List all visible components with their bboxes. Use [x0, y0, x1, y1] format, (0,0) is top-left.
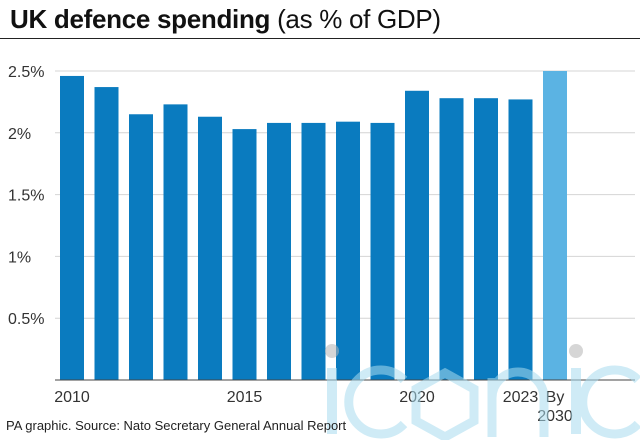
chart-title-sub: (as % of GDP)	[277, 4, 441, 34]
watermark-letter-c	[578, 365, 640, 439]
x-tick-label: 2015	[227, 389, 263, 406]
bar	[370, 122, 395, 381]
y-tick-label: 1.5%	[8, 188, 44, 205]
watermark-letter-c	[344, 365, 408, 439]
bar	[301, 122, 326, 381]
bar	[94, 87, 119, 381]
source-note: PA graphic. Source: Nato Secretary Gener…	[6, 418, 347, 433]
bar	[267, 122, 291, 381]
bar-projected	[543, 71, 567, 380]
watermark-dot	[569, 344, 583, 358]
bar	[336, 121, 360, 381]
bar	[129, 114, 153, 380]
x-tick-label: By	[546, 389, 565, 406]
y-tick-label: 1%	[8, 249, 31, 266]
chart-title-main: UK defence spending	[10, 4, 271, 34]
bar	[163, 104, 188, 380]
watermark-dot	[325, 344, 339, 358]
bars	[60, 71, 567, 381]
bar	[405, 90, 429, 380]
bar	[198, 116, 222, 381]
title-divider	[0, 38, 640, 39]
bar	[474, 98, 498, 380]
watermark-letter-n	[487, 367, 549, 437]
bar	[508, 99, 533, 380]
y-tick-label: 0.5%	[8, 311, 44, 328]
chart-title: UK defence spending (as % of GDP)	[10, 2, 441, 36]
watermark-letter-i	[571, 368, 581, 434]
y-tick-label: 2.5%	[8, 64, 44, 81]
bar	[60, 75, 84, 380]
watermark	[325, 344, 640, 440]
watermark-letter-o	[411, 367, 479, 440]
x-tick-label: 2010	[54, 389, 90, 406]
y-tick-label: 2%	[8, 126, 31, 143]
bar	[232, 129, 257, 380]
bar	[439, 98, 464, 380]
watermark-letter-i	[327, 368, 337, 434]
x-tick-label: 2023	[503, 389, 539, 406]
